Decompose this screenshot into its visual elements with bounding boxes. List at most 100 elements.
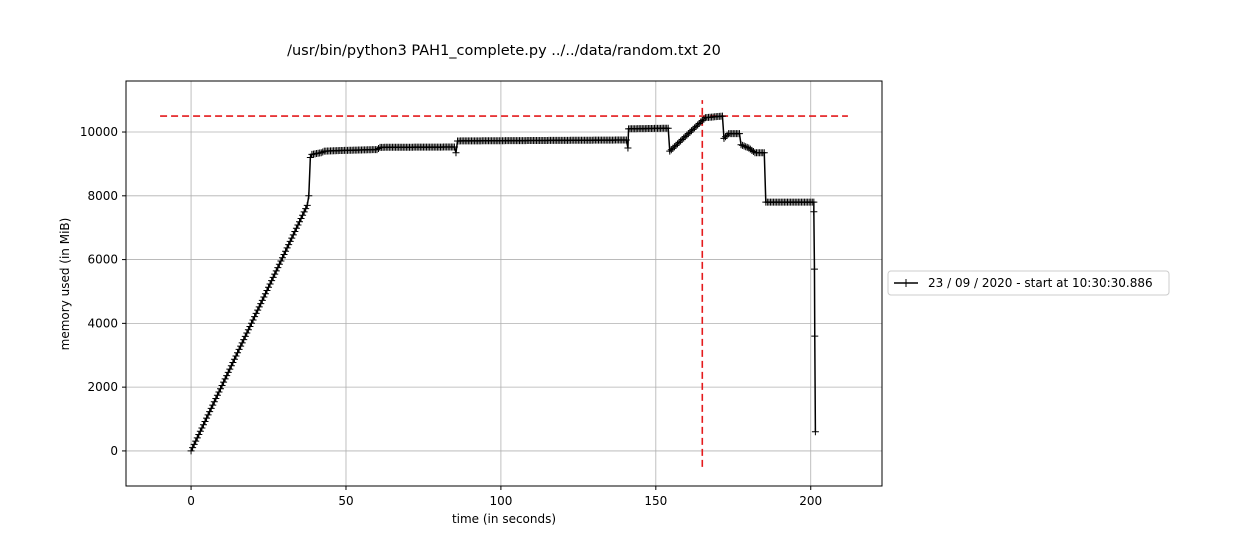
data-point-marker [275,260,283,268]
data-point-marker [203,414,211,422]
plot-frame [125,80,883,487]
legend-label: 23 / 09 / 2020 - start at 10:30:30.886 [928,276,1153,290]
data-point-marker [193,434,201,442]
data-point-marker [263,286,271,294]
data-point-marker [722,133,730,141]
data-point-marker [624,144,632,152]
data-point-marker [206,408,214,416]
data-point-marker [283,244,291,252]
data-point-marker [811,332,819,340]
y-tick-label: 10000 [80,125,118,139]
data-point-marker [296,218,304,226]
data-point-marker [294,221,302,229]
data-point-marker [221,375,229,383]
data-point-marker [684,130,692,138]
data-point-marker [450,143,458,151]
y-axis-label: memory used (in MiB) [58,218,72,351]
data-point-marker [218,381,226,389]
data-point-marker [204,411,212,419]
data-point-marker [265,283,273,291]
data-point-marker [288,234,296,242]
data-point-marker [811,428,819,436]
plot-background [126,81,882,486]
data-point-marker [302,205,310,213]
data-point-marker [199,421,207,429]
data-point-marker [260,293,268,301]
data-point-marker [243,329,251,337]
y-tick-label: 2000 [87,380,118,394]
data-point-marker [246,323,254,331]
data-point-marker [212,395,220,403]
data-point-marker [698,117,706,125]
data-point-marker [271,270,279,278]
data-point-marker [675,138,683,146]
data-point-marker [291,228,299,236]
data-point-marker [223,372,231,380]
data-point-marker [718,112,726,120]
data-point-marker [303,201,311,209]
legend-marker-sample [902,279,910,287]
x-axis-label: time (in seconds) [452,512,556,526]
data-point-marker [680,134,688,142]
data-point-marker [691,124,699,132]
data-point-marker [737,141,745,149]
data-point-marker [692,122,700,130]
data-point-marker [241,332,249,340]
data-point-marker [292,224,300,232]
data-point-marker [278,254,286,262]
data-point-marker [740,142,748,150]
data-point-marker [689,125,697,133]
data-point-marker [694,121,702,129]
data-point-marker [678,136,686,144]
x-tick-label: 200 [799,494,822,508]
data-point-marker [269,273,277,281]
x-axis-ticks: 0 50 100 150 200 [187,486,822,508]
data-point-marker [672,141,680,149]
data-point-marker [280,250,288,258]
data-point-marker [622,136,630,144]
x-tick-label: 150 [644,494,667,508]
data-point-marker [266,280,274,288]
data-point-marker [235,345,243,353]
data-point-marker [810,198,818,206]
data-point-marker [735,130,743,138]
data-point-marker [198,424,206,432]
data-point-marker [268,277,276,285]
data-point-marker [306,154,314,162]
data-point-marker [254,306,262,314]
data-point-marker [687,127,695,135]
data-point-marker [237,342,245,350]
data-point-marker [255,303,263,311]
data-point-marker [670,143,678,151]
data-point-marker [686,128,694,136]
legend-box [887,270,1170,296]
data-point-marker [666,147,674,155]
reference-lines [160,100,848,467]
data-point-marker [192,437,200,445]
y-axis-ticks: 0 2000 4000 6000 8000 10000 [80,125,126,458]
data-point-marker [240,336,248,344]
data-point-marker [810,265,818,273]
data-point-marker [664,124,672,132]
data-point-marker [261,290,269,298]
data-point-marker [227,362,235,370]
data-point-marker [697,118,705,126]
data-point-marker [209,401,217,409]
y-tick-label: 8000 [87,189,118,203]
data-point-marker [720,134,728,142]
y-tick-label: 4000 [87,316,118,330]
data-point-marker [452,149,460,157]
y-tick-label: 6000 [87,253,118,267]
data-point-marker [238,339,246,347]
data-point-marker [277,257,285,265]
data-point-marker [224,368,232,376]
plot-area [125,80,883,487]
data-point-marker [681,133,689,141]
data-point-marker [229,359,237,367]
data-point-marker [810,208,818,216]
data-point-marker [195,431,203,439]
data-point-marker [319,148,327,156]
data-point-marker [305,192,313,200]
data-point-marker [201,417,209,425]
data-point-marker [234,349,242,357]
